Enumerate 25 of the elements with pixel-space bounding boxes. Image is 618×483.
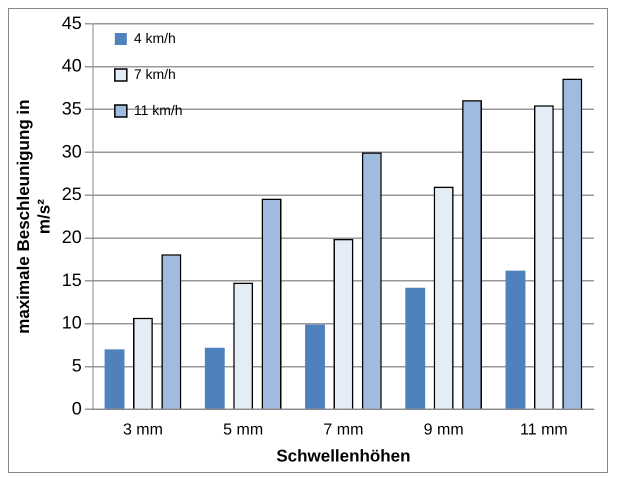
y-tick-label: 0 [72,398,82,418]
y-tick-label: 35 [62,98,82,118]
x-tick-label: 3 mm [122,421,163,438]
x-tick-label: 5 mm [223,421,264,438]
y-tick-label: 5 [72,356,82,376]
bar [405,288,426,409]
bar [204,348,225,409]
legend-label: 4 km/h [134,30,176,46]
y-tick-label: 30 [62,141,82,162]
y-tick-label: 20 [62,226,82,247]
bar [305,324,325,409]
y-tick-label: 45 [62,12,82,33]
x-axis-title: Schwellenhöhen [276,446,410,466]
bar [104,349,124,409]
legend-label: 11 km/h [134,102,183,118]
x-tick-label: 7 mm [323,421,364,438]
y-tick-label: 40 [62,56,82,76]
x-tick-label: 9 mm [424,421,464,438]
x-tick-label: 11 mm [520,421,568,438]
y-tick-label: 25 [62,184,82,204]
legend-label: 7 km/h [134,66,176,82]
y-tick-label: 15 [62,270,82,290]
bar [506,270,526,409]
y-tick-label: 10 [62,312,82,333]
y-axis-title: maximale Beschleunigung in m/s² [14,99,54,334]
